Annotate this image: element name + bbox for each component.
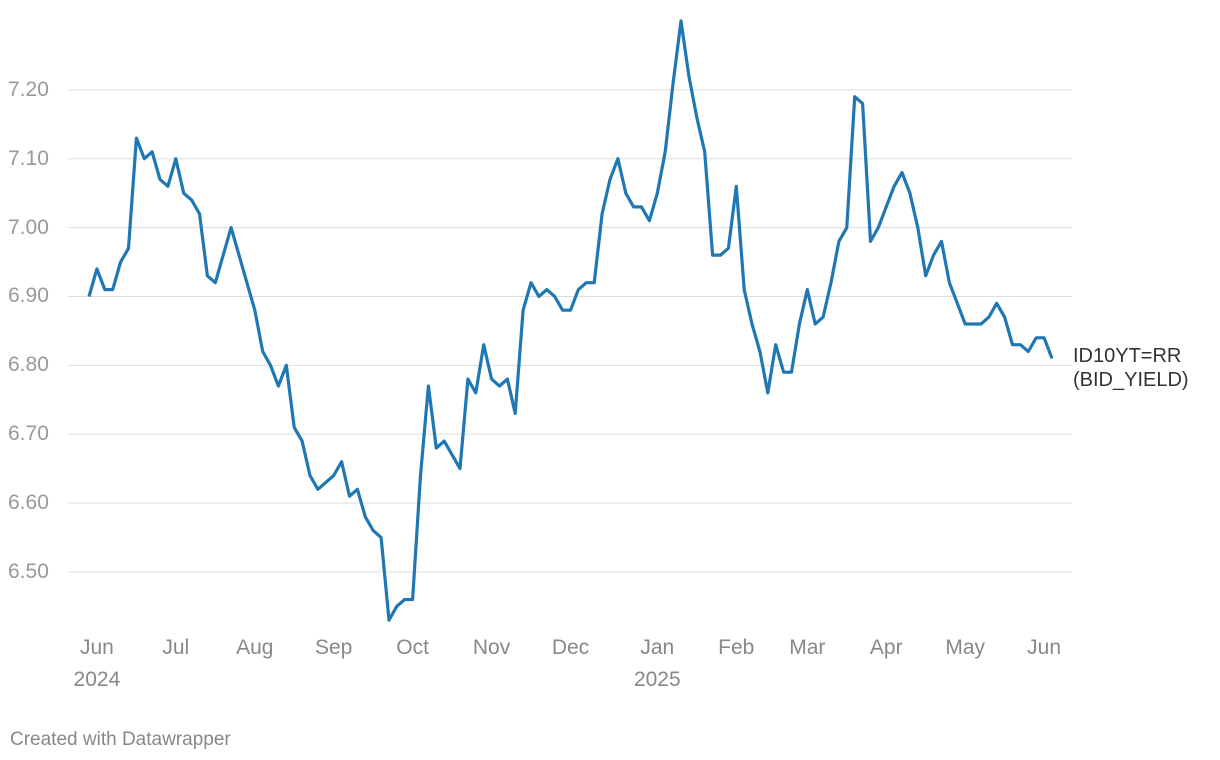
- x-tick-label: Jun: [1027, 636, 1062, 659]
- x-tick-label: Oct: [396, 636, 429, 659]
- x-tick-label: Mar: [789, 636, 826, 659]
- y-tick-label: 7.10: [8, 146, 49, 170]
- x-tick-label: Apr: [869, 636, 903, 659]
- series-line: [87, 19, 1054, 622]
- x-tick-label: May: [945, 636, 986, 659]
- x-tick-label: Dec: [551, 636, 590, 659]
- x-tick-label: Jan 2025: [633, 636, 681, 691]
- y-tick-label: 6.50: [8, 559, 49, 583]
- y-tick-label: 6.60: [8, 491, 49, 515]
- x-tick-label: Feb: [718, 636, 755, 659]
- y-tick-label: 6.70: [8, 422, 49, 446]
- x-tick-label: Jul: [162, 636, 190, 659]
- y-tick-label: 6.90: [8, 284, 49, 308]
- x-tick-label: Nov: [472, 636, 511, 659]
- y-tick-label: 7.20: [8, 77, 49, 101]
- x-tick-label: Jun 2024: [73, 636, 121, 691]
- footer: Created with Datawrapper: [10, 729, 231, 750]
- x-tick-label: Sep: [315, 636, 353, 659]
- y-tick-label: 6.80: [8, 353, 49, 377]
- y-tick-label: 7.00: [8, 215, 49, 239]
- x-tick-label: Aug: [236, 636, 274, 659]
- series-label: ID10YT=RR (BID_YIELD): [1073, 345, 1189, 392]
